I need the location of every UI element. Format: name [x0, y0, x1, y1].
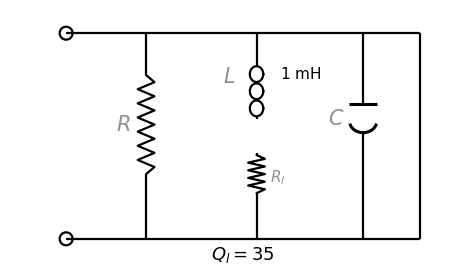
Text: $L$: $L$	[223, 67, 235, 88]
Text: $Q_l = 35$: $Q_l = 35$	[211, 245, 275, 265]
Text: $R$: $R$	[116, 115, 131, 135]
Text: $C$: $C$	[328, 109, 345, 129]
Text: $R_l$: $R_l$	[270, 169, 285, 187]
Text: $1\ \mathrm{mH}$: $1\ \mathrm{mH}$	[280, 66, 322, 82]
